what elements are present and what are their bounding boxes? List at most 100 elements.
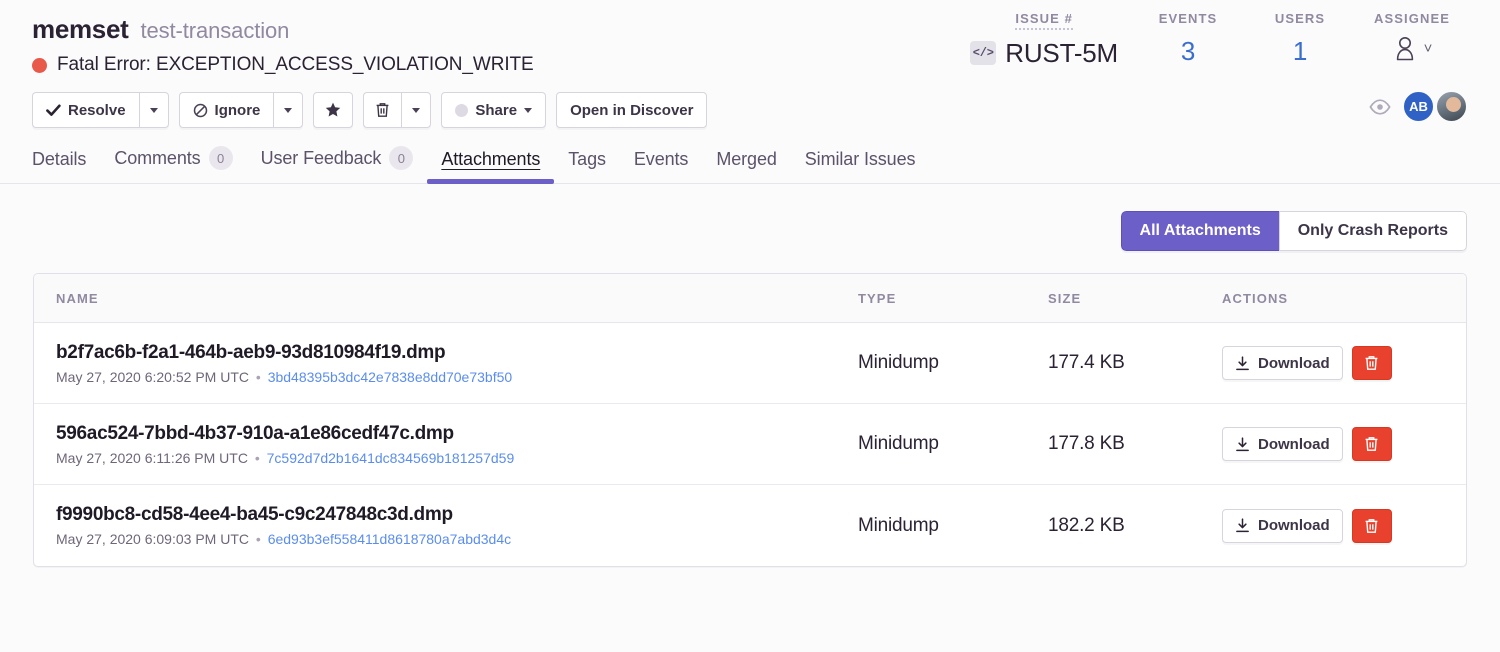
stat-value-users[interactable]: 1: [1292, 36, 1308, 66]
attachments-table: NAME TYPE SIZE ACTIONS b2f7ac6b-f2a1-464…: [33, 273, 1467, 567]
attachment-event-id-link[interactable]: 7c592d7d2b1641dc834569b181257d59: [266, 449, 515, 466]
tab-user-feedback[interactable]: User Feedback 0: [247, 146, 428, 183]
stat-label-issue: ISSUE #: [1015, 11, 1073, 30]
attachments-filter-bar: All Attachments Only Crash Reports: [33, 184, 1467, 251]
avatar[interactable]: AB: [1402, 90, 1435, 123]
download-label: Download: [1258, 517, 1330, 534]
ignore-label: Ignore: [214, 101, 261, 119]
tab-attachments[interactable]: Attachments: [427, 149, 555, 184]
meta-separator: •: [254, 449, 260, 466]
error-row: Fatal Error: EXCEPTION_ACCESS_VIOLATION_…: [32, 54, 1468, 76]
attachment-meta: May 27, 2020 6:09:03 PM UTC • 6ed93b3ef5…: [56, 531, 814, 547]
avatar[interactable]: [1435, 90, 1468, 123]
attachment-event-id-link[interactable]: 3bd48395b3dc42e7838e8dd70e73bf50: [267, 368, 513, 385]
column-header-size: SIZE: [1048, 290, 1082, 306]
delete-button-group: [363, 92, 432, 128]
issue-short-id: RUST-5M: [1005, 38, 1118, 68]
share-label: Share: [475, 101, 518, 119]
attachment-type: Minidump: [858, 514, 939, 536]
download-icon: [1235, 518, 1250, 533]
table-header-row: NAME TYPE SIZE ACTIONS: [34, 274, 1466, 323]
assignee-selector[interactable]: ˅: [1370, 34, 1454, 62]
attachment-date: May 27, 2020 6:09:03 PM UTC: [56, 531, 249, 547]
stat-label-events: EVENTS: [1158, 11, 1218, 26]
filter-only-crash-reports-button[interactable]: Only Crash Reports: [1278, 211, 1467, 251]
resolve-label: Resolve: [68, 101, 126, 119]
tab-badge: 0: [208, 146, 233, 170]
attachment-size: 182.2 KB: [1048, 514, 1125, 536]
bookmark-button[interactable]: [313, 92, 354, 128]
ignore-dropdown-button[interactable]: [273, 92, 304, 128]
attachment-filename: f9990bc8-cd58-4ee4-ba45-c9c247848c3d.dmp: [56, 504, 453, 525]
download-button[interactable]: Download: [1222, 508, 1343, 543]
download-button[interactable]: Download: [1222, 427, 1343, 461]
ignore-button[interactable]: Ignore: [178, 92, 274, 128]
download-button[interactable]: Download: [1222, 346, 1343, 380]
star-icon: [325, 102, 341, 118]
tab-label: User Feedback: [260, 147, 382, 168]
delete-attachment-button[interactable]: [1351, 346, 1392, 380]
issue-stats: ISSUE # </> RUST-5M EVENTS 3 USERS 1 ASS…: [956, 10, 1468, 68]
attachment-actions: Download: [1200, 427, 1466, 461]
resolve-dropdown-button[interactable]: [138, 92, 169, 128]
tab-details[interactable]: Details: [32, 149, 100, 183]
check-icon: [46, 104, 61, 117]
tab-label: Similar Issues: [804, 149, 916, 169]
meta-separator: •: [255, 531, 261, 547]
trash-icon: [375, 102, 390, 118]
tab-label: Details: [32, 149, 87, 169]
eye-icon[interactable]: [1369, 98, 1391, 115]
project-name: memset: [32, 14, 129, 44]
user-outline-icon: [1392, 34, 1418, 62]
attachment-event-id-link[interactable]: 6ed93b3ef558411d8618780a7abd3d4c: [267, 531, 512, 547]
open-in-discover-button[interactable]: Open in Discover: [556, 92, 708, 128]
share-button[interactable]: Share: [441, 92, 547, 128]
column-header-type: TYPE: [858, 290, 897, 306]
delete-button[interactable]: [363, 92, 402, 128]
stat-assignee: ASSIGNEE ˅: [1356, 10, 1468, 62]
chevron-down-icon: [284, 107, 293, 113]
error-level-dot: [32, 57, 47, 73]
attachment-size: 177.8 KB: [1048, 433, 1125, 454]
stat-value-issue[interactable]: </> RUST-5M: [970, 39, 1118, 68]
trash-icon: [1364, 436, 1379, 452]
chevron-down-icon: [412, 107, 421, 113]
stat-events: EVENTS 3: [1132, 10, 1244, 66]
tab-badge: 0: [389, 146, 414, 170]
attachment-size: 177.4 KB: [1048, 352, 1125, 373]
issue-tabs: Details Comments 0 User Feedback 0 Attac…: [0, 128, 1500, 184]
stat-label-assignee: ASSIGNEE: [1374, 11, 1450, 26]
tab-merged[interactable]: Merged: [702, 149, 790, 183]
attachments-content: All Attachments Only Crash Reports NAME …: [0, 184, 1500, 567]
ignore-button-group: Ignore: [178, 92, 304, 128]
chevron-down-icon: [149, 107, 158, 113]
subscribers-area: AB: [1369, 90, 1468, 123]
download-icon: [1235, 355, 1250, 371]
attachment-type: Minidump: [858, 352, 939, 373]
tab-events[interactable]: Events: [620, 149, 702, 183]
tab-similar-issues[interactable]: Similar Issues: [791, 149, 930, 183]
attachment-name-cell: b2f7ac6b-f2a1-464b-aeb9-93d810984f19.dmp…: [34, 342, 836, 385]
attachment-filename: b2f7ac6b-f2a1-464b-aeb9-93d810984f19.dmp: [56, 341, 446, 363]
issue-action-bar: Resolve Ignore: [0, 76, 1500, 128]
open-in-discover-label: Open in Discover: [570, 101, 694, 119]
resolve-button[interactable]: Resolve: [32, 92, 139, 128]
trash-icon: [1364, 518, 1379, 534]
tab-comments[interactable]: Comments 0: [100, 146, 246, 183]
delete-dropdown-button[interactable]: [401, 92, 432, 128]
stat-value-events[interactable]: 3: [1180, 36, 1196, 66]
delete-attachment-button[interactable]: [1351, 427, 1392, 461]
download-label: Download: [1258, 435, 1330, 453]
stat-label-users: USERS: [1274, 11, 1326, 26]
chevron-down-icon: ˅: [1423, 39, 1433, 57]
tab-tags[interactable]: Tags: [554, 149, 620, 183]
attachment-name-cell: f9990bc8-cd58-4ee4-ba45-c9c247848c3d.dmp…: [34, 504, 836, 547]
delete-attachment-button[interactable]: [1351, 508, 1392, 543]
attachment-type: Minidump: [858, 433, 939, 454]
meta-separator: •: [255, 368, 261, 385]
filter-all-attachments-button[interactable]: All Attachments: [1120, 211, 1279, 251]
attachment-meta: May 27, 2020 6:11:26 PM UTC • 7c592d7d2b…: [56, 450, 814, 466]
download-icon: [1235, 436, 1250, 452]
tab-label: Attachments: [441, 149, 541, 169]
tab-label: Comments: [114, 147, 201, 168]
